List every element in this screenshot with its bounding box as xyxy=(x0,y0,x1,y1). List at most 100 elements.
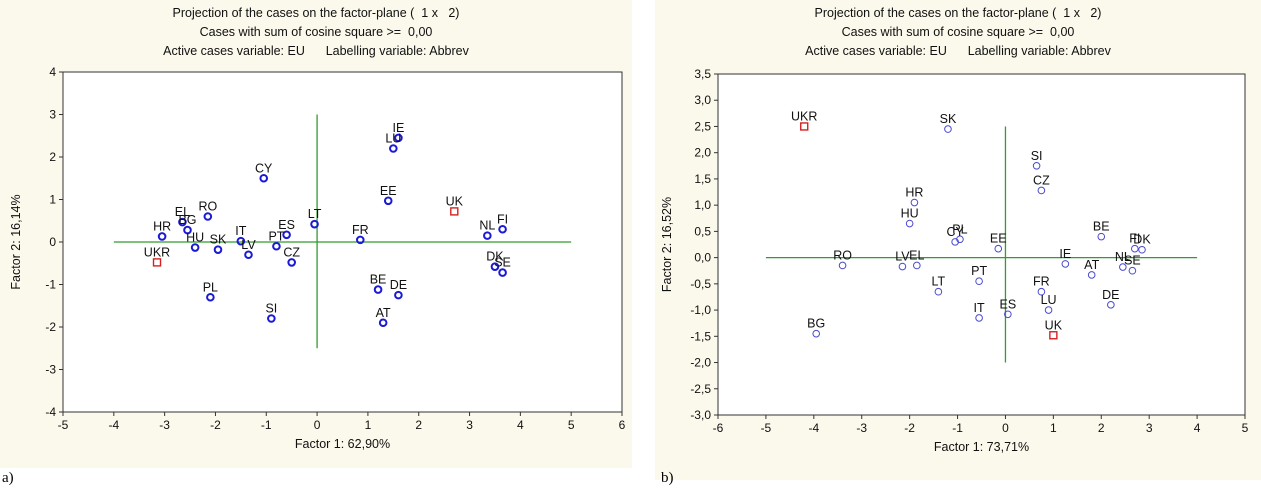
point-label: EL xyxy=(175,205,190,219)
y-tick-label: 1,5 xyxy=(694,172,711,186)
point-label: NL xyxy=(1115,250,1131,264)
point-marker xyxy=(1004,310,1012,319)
x-tick-label: 0 xyxy=(314,418,321,432)
point-label: HR xyxy=(153,219,171,233)
y-tick-label: 2,5 xyxy=(694,119,711,133)
supplementary-point-marker xyxy=(450,207,459,216)
point-marker xyxy=(498,268,507,277)
point-label: PT xyxy=(971,264,987,278)
x-axis-label: Factor 1: 62,90% xyxy=(295,437,390,451)
point-label: RO xyxy=(198,200,217,214)
point-marker xyxy=(994,244,1003,253)
point-marker xyxy=(951,238,959,246)
point-marker xyxy=(310,219,319,229)
point-label: DK xyxy=(486,250,504,264)
x-tick-label: -5 xyxy=(58,418,69,432)
point-label: HU xyxy=(901,207,919,221)
point-marker xyxy=(1128,266,1137,275)
point-label: CY xyxy=(255,161,273,175)
point-marker xyxy=(1119,263,1127,271)
point-label: SI xyxy=(1031,149,1043,163)
point-label: UK xyxy=(446,194,464,208)
point-label: BG xyxy=(178,213,196,227)
point-label: BE xyxy=(1093,220,1110,234)
x-tick-label: 3 xyxy=(1146,421,1153,435)
supplementary-point-marker xyxy=(800,122,809,131)
y-tick-label: 0 xyxy=(49,235,56,249)
point-label: LU xyxy=(1041,293,1057,307)
point-marker xyxy=(934,287,943,296)
point-label: LV xyxy=(241,238,256,252)
chart-title-line-3: Active cases variable: EU Labelling vari… xyxy=(163,44,469,58)
point-label: ES xyxy=(1000,297,1017,311)
y-tick-label: -4 xyxy=(45,405,56,419)
y-tick-label: 2 xyxy=(49,150,56,164)
point-label: HU xyxy=(186,231,204,245)
point-marker xyxy=(913,261,921,270)
y-tick-label: -1,5 xyxy=(690,329,711,343)
point-label: FI xyxy=(1129,232,1140,246)
point-marker xyxy=(287,258,296,267)
point-label: FR xyxy=(352,223,369,237)
x-tick-label: 4 xyxy=(517,418,524,432)
point-label: IT xyxy=(974,301,985,315)
point-label: UK xyxy=(1045,318,1063,332)
y-tick-label: 0,0 xyxy=(694,251,711,265)
point-marker xyxy=(383,196,393,206)
point-label: RO xyxy=(833,248,852,262)
point-label: PT xyxy=(268,229,284,243)
scatter-plot-b: -6 -5 -4 -3 -2 -1 0 1 2 3 4 5 -3,0 -2,5 -2,0 -1,5 -1,0 -0… xyxy=(660,67,1249,454)
x-tick-label: -3 xyxy=(856,421,867,435)
point-label: UKR xyxy=(791,109,817,123)
y-tick-label: 3 xyxy=(49,108,56,122)
point-label: DK xyxy=(1133,233,1151,247)
chart-panel-a: Projection of the cases on the factor-pl… xyxy=(0,0,632,468)
point-label: ES xyxy=(278,218,295,232)
point-marker xyxy=(206,292,215,302)
y-tick-label: -0,5 xyxy=(690,277,711,291)
point-marker xyxy=(498,224,507,234)
x-tick-label: 5 xyxy=(568,418,575,432)
point-label: HR xyxy=(905,186,923,200)
point-label: EE xyxy=(380,184,397,198)
x-tick-label: 1 xyxy=(1050,421,1057,435)
point-label: CZ xyxy=(283,245,300,259)
chart-title-line-3: Active cases variable: EU Labelling vari… xyxy=(805,44,1111,58)
point-label: SE xyxy=(494,256,511,270)
point-marker xyxy=(975,314,983,322)
point-marker xyxy=(1131,244,1139,253)
y-tick-label: 3,5 xyxy=(694,67,711,81)
point-marker xyxy=(838,261,847,270)
point-label: BE xyxy=(370,273,387,287)
y-tick-label: -3 xyxy=(45,363,56,377)
point-label: LU xyxy=(385,132,401,146)
point-label: IE xyxy=(392,121,404,135)
x-tick-label: -1 xyxy=(952,421,963,435)
x-tick-label: -6 xyxy=(713,421,724,435)
point-label: SI xyxy=(265,302,277,316)
point-label: DE xyxy=(1102,288,1119,302)
point-marker xyxy=(975,277,983,286)
point-label: CZ xyxy=(1033,173,1050,187)
point-marker xyxy=(1037,186,1046,195)
point-marker xyxy=(373,285,383,294)
chart-title-line-1: Projection of the cases on the factor-pl… xyxy=(172,6,460,20)
point-marker xyxy=(244,250,253,260)
point-label: LT xyxy=(308,207,322,221)
point-label: AT xyxy=(1084,258,1099,272)
x-tick-label: 0 xyxy=(1002,421,1009,435)
y-tick-label: 2,0 xyxy=(694,146,711,160)
point-label: NL xyxy=(479,219,495,233)
y-tick-label: -3,0 xyxy=(690,408,711,422)
x-tick-label: -2 xyxy=(904,421,915,435)
y-tick-label: 4 xyxy=(49,65,56,79)
point-label: FI xyxy=(497,212,508,226)
x-tick-label: -5 xyxy=(761,421,772,435)
point-marker xyxy=(1032,162,1041,170)
supplementary-point-marker xyxy=(1049,331,1058,340)
point-marker xyxy=(267,314,276,323)
point-marker xyxy=(490,262,500,271)
point-label: IE xyxy=(1059,247,1071,261)
y-tick-label: 1 xyxy=(49,193,56,207)
